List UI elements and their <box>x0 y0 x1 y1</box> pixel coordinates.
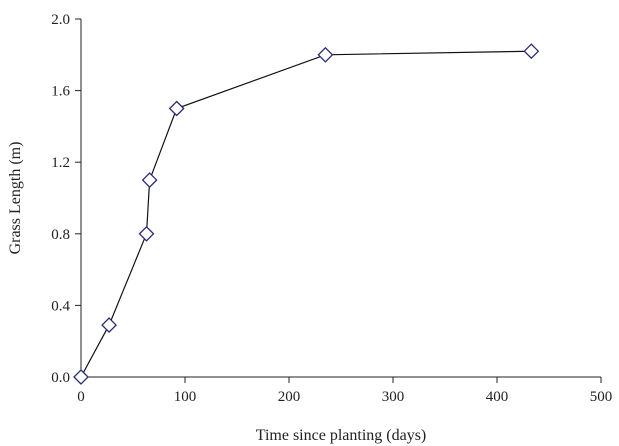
y-tick-label: 0.4 <box>51 298 70 314</box>
data-point-marker <box>141 172 158 189</box>
y-tick-label: 2.0 <box>51 12 70 28</box>
y-axis-title: Grass Length (m) <box>7 142 24 255</box>
data-point-marker <box>168 100 185 117</box>
x-tick-label: 500 <box>590 389 613 405</box>
x-tick-label: 0 <box>77 389 85 405</box>
data-point-marker <box>317 46 334 63</box>
data-point-marker <box>138 225 155 242</box>
data-point-marker <box>523 43 540 60</box>
x-tick-label: 300 <box>382 389 405 405</box>
x-tick-label: 200 <box>278 389 301 405</box>
y-axis: 0.0 0.4 0.8 1.2 1.6 2.0 <box>51 12 82 386</box>
x-axis: 0 100 200 300 400 500 <box>77 376 612 405</box>
series-line <box>80 50 532 378</box>
x-tick-label: 100 <box>174 389 197 405</box>
y-tick-label: 1.2 <box>51 155 70 171</box>
y-tick-label: 1.6 <box>51 84 70 100</box>
y-tick-label: 0.0 <box>51 370 70 386</box>
x-tick-label: 400 <box>486 389 509 405</box>
y-tick-label: 0.8 <box>51 227 70 243</box>
y-ticks: 0.0 0.4 0.8 1.2 1.6 2.0 <box>51 12 81 386</box>
data-point-marker <box>73 369 89 385</box>
x-ticks: 0 100 200 300 400 500 <box>77 377 612 405</box>
x-axis-title: Time since planting (days) <box>256 427 427 444</box>
data-point-marker <box>101 317 117 334</box>
series-group <box>73 43 540 385</box>
